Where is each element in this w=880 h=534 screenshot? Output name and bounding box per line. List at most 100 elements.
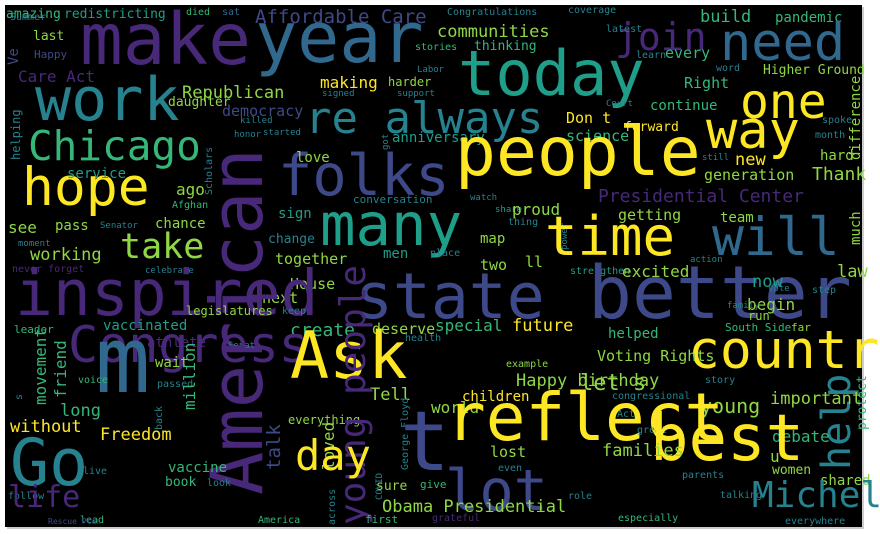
word: many: [320, 190, 462, 259]
word: lost: [490, 443, 526, 461]
word: American: [195, 148, 279, 495]
word: everywhere: [785, 516, 845, 527]
word: place: [430, 248, 460, 259]
word: Michelle: [752, 475, 880, 516]
word: people: [455, 113, 701, 192]
word: will: [712, 207, 840, 268]
word: deserve: [372, 320, 435, 338]
word: Right: [684, 74, 729, 92]
word: re always: [305, 93, 543, 144]
word: Senator: [100, 221, 139, 231]
word: Obama Presidential: [382, 497, 566, 517]
word: follow: [8, 491, 45, 502]
word: every: [665, 44, 710, 62]
word: pass: [55, 218, 89, 234]
word: live: [83, 466, 107, 477]
word: keep: [282, 306, 306, 317]
word: special: [435, 316, 502, 335]
word: signed: [322, 89, 355, 99]
word: spoke: [822, 115, 852, 126]
word: inspired: [15, 257, 318, 330]
word: friend: [51, 340, 70, 398]
word: much: [848, 211, 864, 245]
word: law: [837, 262, 868, 282]
word: Higher Ground: [763, 63, 865, 78]
word: last: [33, 29, 64, 44]
word: make: [80, 0, 251, 81]
word: movement: [31, 328, 50, 405]
word: folks: [278, 143, 450, 209]
word: first: [365, 513, 398, 526]
word: congressional: [612, 391, 690, 402]
word: Rescue Plan: [48, 517, 101, 526]
word: communities: [437, 22, 550, 42]
word: difference: [848, 76, 864, 160]
word: children: [462, 389, 529, 405]
word: Act: [617, 409, 635, 420]
word: Thank: [812, 164, 866, 185]
word: Don t: [566, 109, 611, 127]
word: now: [752, 272, 783, 292]
word: George Floyd: [400, 398, 411, 470]
word: excited: [622, 262, 689, 281]
word: COVID: [375, 473, 385, 500]
word: hope: [22, 157, 150, 218]
word: family: [727, 301, 760, 311]
word: talk: [263, 424, 285, 470]
word: join: [615, 15, 707, 59]
word: lot: [445, 458, 548, 524]
word: helped: [608, 326, 659, 342]
word: time: [545, 205, 675, 268]
word: killed: [240, 116, 273, 126]
word: parents: [682, 470, 724, 481]
word: talking: [720, 490, 762, 501]
word: Ask: [290, 319, 407, 394]
word: reflect: [446, 379, 724, 456]
word: got: [381, 134, 391, 150]
word: Chicago: [28, 122, 201, 170]
word: great: [637, 425, 667, 436]
word: harder: [388, 75, 431, 89]
word: t: [400, 393, 450, 490]
word: far: [791, 321, 811, 334]
word: young: [700, 394, 760, 418]
word: leader: [14, 323, 54, 336]
word: day: [295, 431, 371, 480]
word: Happy birthday: [516, 371, 659, 391]
word: best: [650, 402, 804, 476]
word: Court: [606, 99, 633, 109]
word: u: [770, 447, 780, 466]
word: better: [588, 251, 852, 336]
word: wait: [155, 355, 189, 371]
word: Congress: [68, 316, 309, 374]
word: celebrate: [145, 266, 194, 276]
word: died: [186, 7, 210, 18]
word: take: [120, 227, 204, 267]
word: example: [506, 359, 548, 370]
word: s: [14, 394, 25, 400]
word: athlete: [147, 335, 206, 351]
word: million: [180, 343, 199, 410]
word: watch: [470, 193, 497, 203]
word: conversation: [353, 193, 432, 206]
words: amazing redistricting died sat Affordable Ca…: [6, 0, 880, 527]
word: vote: [768, 284, 790, 294]
word: generation: [704, 166, 794, 184]
word: run: [748, 309, 770, 323]
word: grateful: [432, 513, 480, 524]
word: still: [702, 153, 729, 163]
word: strengthen: [570, 266, 630, 277]
word: state: [355, 260, 545, 333]
word: health: [405, 333, 441, 344]
word: men: [383, 246, 408, 262]
word: legislatures: [186, 304, 273, 318]
word: hard: [820, 148, 854, 164]
word: Afghan: [172, 200, 208, 211]
word: proud: [512, 200, 560, 219]
word: need: [720, 13, 845, 73]
word: everything: [288, 413, 360, 427]
word: team: [720, 210, 754, 226]
word: never forget: [12, 264, 84, 275]
word: ll: [525, 253, 543, 271]
